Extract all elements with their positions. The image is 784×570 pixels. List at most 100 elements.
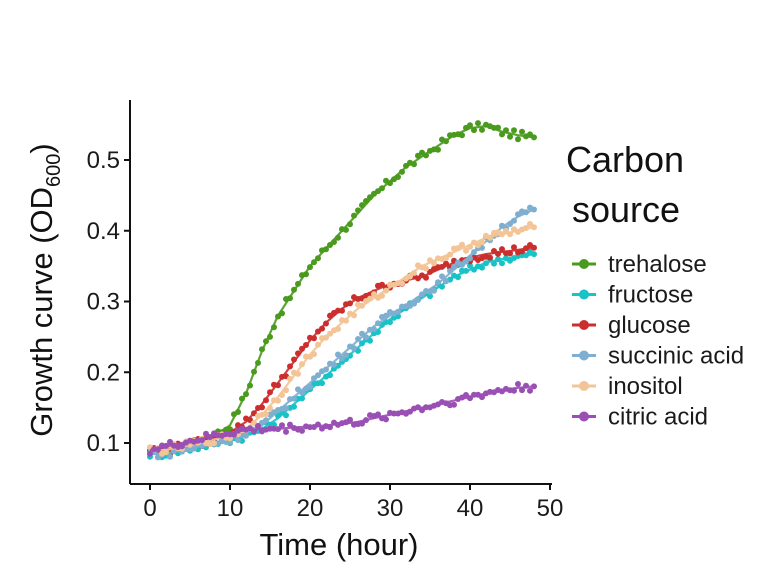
legend-entry-trehalose: trehalose — [572, 251, 707, 278]
data-point — [491, 260, 497, 267]
data-point — [511, 244, 517, 251]
y-tick-label: 0.5 — [87, 147, 120, 174]
data-point — [395, 308, 401, 315]
data-point — [475, 120, 481, 127]
data-point — [259, 346, 265, 353]
data-point — [315, 341, 321, 348]
data-point — [439, 273, 445, 280]
x-tick-label: 20 — [297, 495, 324, 522]
data-point — [311, 335, 317, 342]
y-tick-label: 0.1 — [87, 430, 120, 457]
data-point — [451, 264, 457, 270]
data-point — [387, 319, 393, 326]
data-point — [243, 432, 249, 439]
legend-entry-succinic-acid: succinic acid — [572, 343, 744, 370]
data-point — [503, 227, 509, 234]
data-point — [363, 198, 369, 204]
y-tick-label: 0.3 — [87, 289, 120, 316]
y-axis-ticks: 0.1 0.2 0.3 0.4 0.5 — [87, 147, 130, 457]
y-tick-label: 0.4 — [87, 218, 120, 245]
legend-key-dot — [579, 259, 589, 269]
data-point — [167, 453, 173, 460]
data-point — [383, 287, 389, 294]
data-point — [487, 234, 493, 241]
data-point — [471, 127, 477, 134]
data-point — [147, 450, 153, 457]
data-point — [447, 251, 453, 258]
data-point — [323, 366, 329, 373]
data-point — [299, 361, 305, 368]
data-point — [411, 300, 417, 307]
data-point — [495, 256, 501, 263]
legend-title-line2: source — [572, 189, 680, 230]
series-fit-line — [150, 246, 535, 452]
y-axis-title: Growth curve (OD600) — [24, 143, 65, 436]
data-point — [155, 446, 161, 453]
data-point — [459, 261, 465, 268]
data-point — [379, 185, 385, 192]
data-point — [511, 217, 517, 224]
data-point — [499, 246, 505, 253]
data-point — [259, 404, 265, 411]
data-point — [319, 380, 325, 387]
plot-series — [147, 120, 537, 461]
legend-label: fructose — [608, 282, 693, 309]
data-point — [439, 263, 445, 270]
data-point — [275, 426, 281, 433]
data-point — [511, 387, 517, 394]
data-point — [251, 428, 257, 435]
data-point — [287, 421, 293, 428]
data-point — [283, 412, 289, 419]
data-point — [295, 280, 301, 287]
data-point — [463, 267, 469, 274]
data-point — [335, 326, 341, 332]
data-point — [467, 262, 473, 269]
data-point — [287, 375, 293, 382]
data-point — [359, 202, 365, 209]
data-point — [339, 355, 345, 362]
data-point — [483, 260, 489, 267]
data-point — [495, 124, 501, 131]
data-point — [379, 281, 385, 288]
data-point — [343, 317, 349, 324]
data-point — [479, 264, 485, 271]
data-point — [283, 405, 289, 412]
data-point — [407, 273, 413, 280]
data-point — [295, 370, 301, 377]
data-point — [467, 395, 473, 402]
data-point — [339, 307, 345, 314]
data-point — [443, 260, 449, 267]
data-point — [487, 254, 493, 261]
data-point — [367, 194, 373, 201]
data-point — [287, 363, 293, 370]
data-point — [335, 351, 341, 358]
data-point — [359, 420, 365, 427]
data-point — [415, 297, 421, 303]
data-point — [507, 221, 513, 227]
data-point — [311, 351, 317, 358]
data-point — [327, 372, 333, 379]
data-point — [383, 416, 389, 423]
data-point — [343, 352, 349, 359]
data-point — [383, 312, 389, 319]
data-point — [499, 131, 505, 138]
data-point — [315, 372, 321, 379]
data-point — [167, 438, 173, 445]
data-point — [307, 383, 313, 390]
data-point — [211, 440, 217, 447]
data-point — [359, 302, 365, 309]
data-point — [447, 268, 453, 274]
data-point — [523, 209, 529, 216]
data-point — [523, 245, 529, 252]
x-tick-label: 0 — [143, 495, 156, 522]
data-point — [371, 326, 377, 333]
x-tick-label: 50 — [537, 495, 564, 522]
data-point — [503, 127, 509, 134]
data-point — [431, 287, 437, 294]
data-point — [291, 403, 297, 410]
data-point — [347, 300, 353, 307]
data-point — [275, 382, 281, 389]
data-point — [235, 437, 241, 444]
data-point — [351, 312, 357, 319]
